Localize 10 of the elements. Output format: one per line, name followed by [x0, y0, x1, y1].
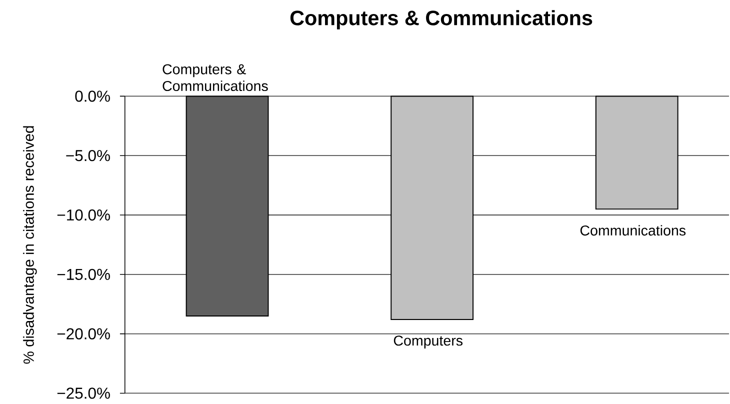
y-tick-label: −5.0% [66, 150, 110, 161]
x-tick-label: Communications [580, 224, 686, 236]
y-tick-label: 0.0% [75, 90, 110, 102]
y-tick-label: −20.0% [57, 328, 110, 340]
y-tick-label: −15.0% [57, 268, 110, 280]
y-tick-label: −10.0% [57, 209, 110, 220]
y-tick-label: −25.0% [57, 387, 110, 399]
y-axis-title: % disadvantage in citations received [23, 126, 37, 364]
chart-title: Computers & Communications [290, 10, 592, 30]
x-tick-label: Computers [394, 335, 463, 348]
